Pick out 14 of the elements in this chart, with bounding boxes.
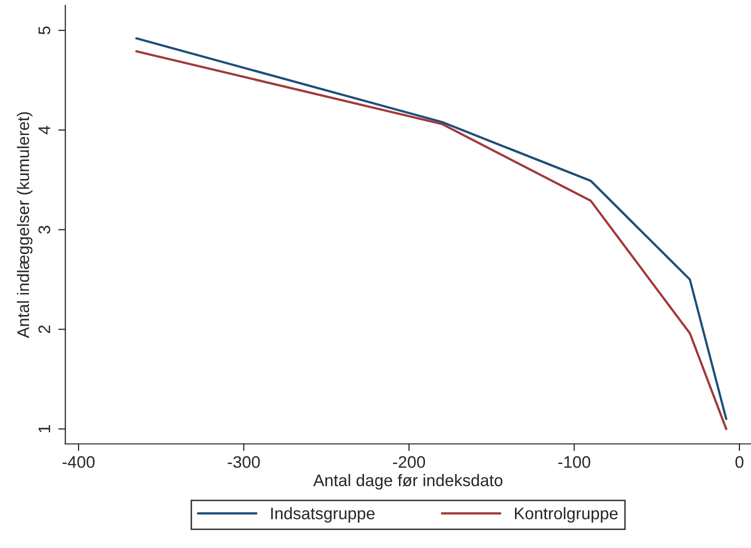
x-tick-label: -200 <box>393 456 426 468</box>
legend-label: Kontrolgruppe <box>515 507 618 523</box>
y-axis-title: Antal indlæggelser (kumuleret) <box>16 112 32 338</box>
x-tick-label: 0 <box>735 456 744 468</box>
y-tick-label: 1 <box>38 425 50 432</box>
y-tick-label: 2 <box>38 326 50 334</box>
x-tick-label: -400 <box>62 456 95 468</box>
y-tick-label: 5 <box>38 26 50 34</box>
y-tick-label: 4 <box>38 126 50 134</box>
x-tick-label: -300 <box>228 456 260 468</box>
x-axis-title: Antal dage før indeksdato <box>313 474 502 490</box>
x-tick-label: -100 <box>558 456 590 468</box>
legend-label: Indsatsgruppe <box>271 507 375 523</box>
y-tick-label: 3 <box>38 226 50 234</box>
